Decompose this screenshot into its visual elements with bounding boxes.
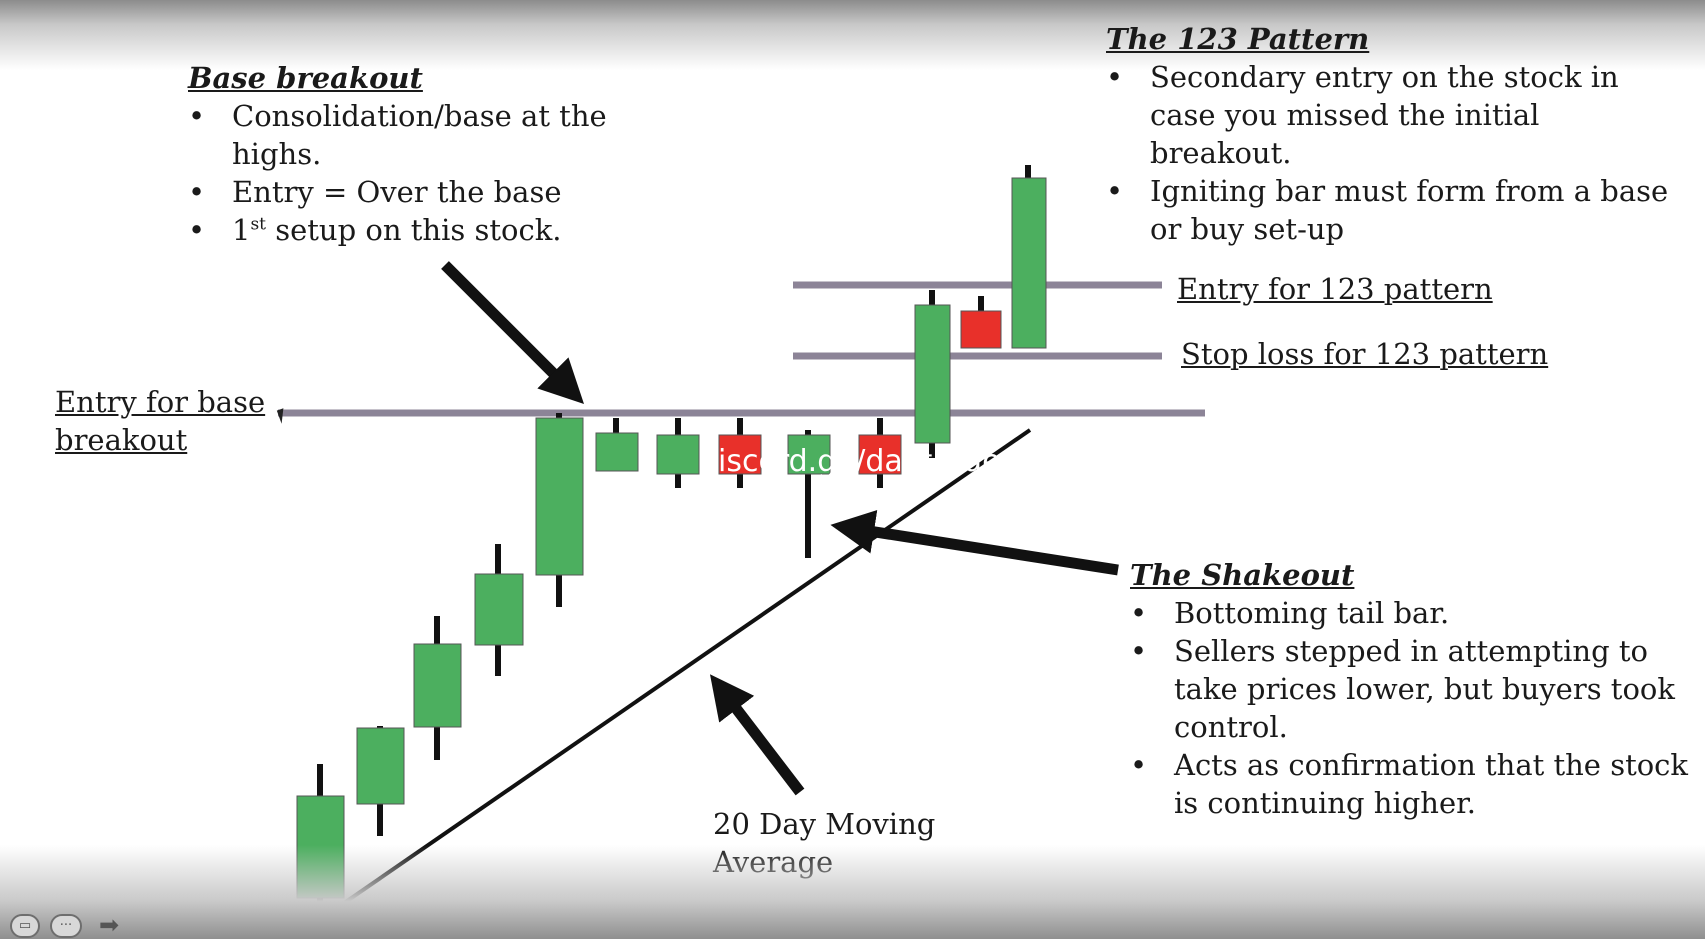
moving-average-line [290, 428, 1032, 939]
candle-9-shakeout [787, 430, 831, 558]
arrow-to-shakeout [830, 510, 1119, 576]
pattern-123-bullet-2: Igniting bar must form from a base or bu… [1106, 172, 1670, 248]
next-arrow-icon[interactable]: ➡ [98, 911, 120, 939]
candle-12 [960, 296, 1002, 349]
base-breakout-block: Base breakout Consolidation/base at the … [188, 59, 632, 249]
base-breakout-bullet-3: 1st setup on this stock. [188, 211, 632, 249]
more-options-icon[interactable]: ··· [50, 914, 82, 938]
arrow-to-moving-average [709, 674, 805, 796]
base-breakout-bullet-2: Entry = Over the base [188, 173, 632, 211]
candle-8 [718, 418, 762, 488]
candle-3 [413, 616, 462, 760]
candle-4 [474, 544, 524, 676]
pattern-123-title: The 123 Pattern [1106, 22, 1370, 56]
subtitle-icon[interactable]: ▭ [10, 914, 40, 938]
watermark-text: iscord.gg/daytrade [718, 444, 1001, 479]
candle-11-igniting [914, 290, 951, 458]
shakeout-title: The Shakeout [1130, 558, 1355, 592]
arrow-to-base [441, 261, 585, 405]
shakeout-bullet-3: Acts as confirmation that the stock is c… [1130, 746, 1694, 822]
candle-5 [535, 413, 584, 607]
stop-123-label: Stop loss for 123 pattern [1181, 337, 1549, 371]
candle-1 [296, 764, 345, 905]
entry-123-label: Entry for 123 pattern [1177, 272, 1493, 306]
entry-base-label-line1: Entry for base [55, 385, 266, 419]
candle-7 [656, 418, 700, 488]
candle-10 [858, 418, 902, 488]
pattern-123-block: The 123 Pattern Secondary entry on the s… [1106, 20, 1670, 248]
moving-average-label-line1: 20 Day Moving [713, 807, 936, 841]
candle-13 [1011, 165, 1047, 349]
shakeout-bullet-1: Bottoming tail bar. [1130, 594, 1694, 632]
entry-base-label-line2: breakout [55, 423, 188, 457]
candle-6 [595, 418, 639, 472]
base-breakout-bullet-1: Consolidation/base at the highs. [188, 97, 632, 173]
shakeout-bullet-2: Sellers stepped in attempting to take pr… [1130, 632, 1694, 746]
shakeout-block: The Shakeout Bottoming tail bar. Sellers… [1130, 556, 1694, 822]
pattern-123-bullet-1: Secondary entry on the stock in case you… [1106, 58, 1670, 172]
moving-average-label-line2: Average [713, 845, 834, 879]
base-breakout-title: Base breakout [188, 61, 423, 95]
candle-2 [356, 726, 405, 836]
